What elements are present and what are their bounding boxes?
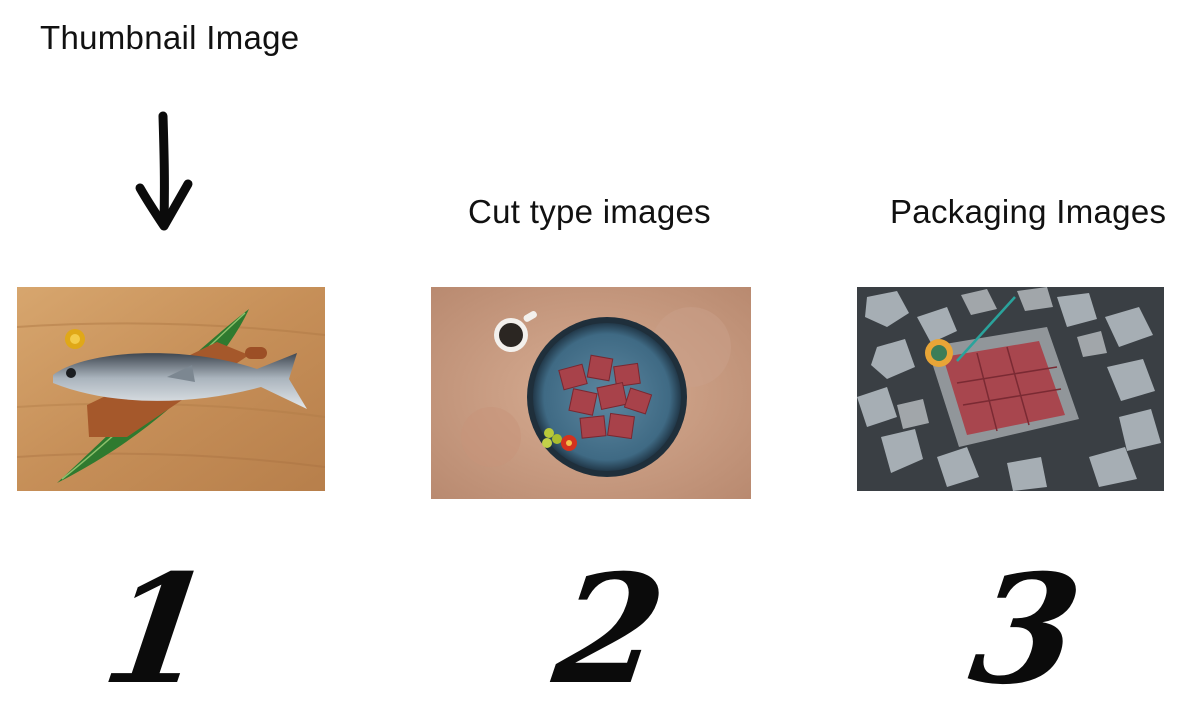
number-one: 1 [93,542,223,718]
thumbnail-image-label: Thumbnail Image [40,19,300,56]
arrow-down-icon [135,111,193,231]
whole-tuna-fish-photo [17,287,325,491]
tuna-cubes-plate-photo [431,287,751,499]
cut-type-images-label: Cut type images [468,193,711,230]
vacuum-pack-on-ice-photo [857,287,1164,491]
number-two: 2 [545,542,675,718]
packaging-images-label: Packaging Images [890,193,1167,230]
number-three: 3 [961,542,1091,718]
